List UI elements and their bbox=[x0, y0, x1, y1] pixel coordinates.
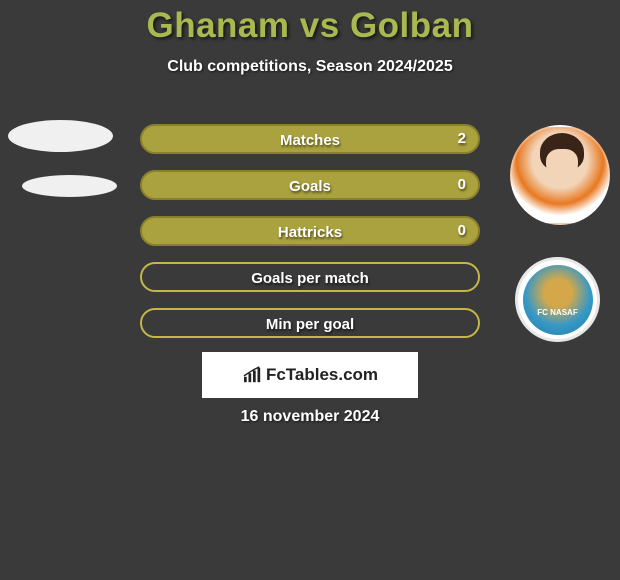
stat-value: 0 bbox=[458, 172, 466, 198]
player2-name: Golban bbox=[350, 6, 474, 45]
stat-label: Goals per match bbox=[251, 264, 369, 294]
branding: FcTables.com bbox=[242, 365, 378, 385]
page-title: Ghanam vs Golban bbox=[0, 0, 620, 46]
stat-label: Matches bbox=[280, 126, 340, 156]
subtitle: Club competitions, Season 2024/2025 bbox=[0, 58, 620, 76]
player1-avatar bbox=[8, 120, 113, 220]
stat-bar-min-per-goal: Min per goal bbox=[140, 308, 480, 338]
avatar-placeholder-shape bbox=[22, 175, 117, 197]
player2-avatar bbox=[510, 125, 610, 225]
date-text: 16 november 2024 bbox=[0, 408, 620, 426]
stat-label: Goals bbox=[289, 172, 331, 202]
stats-list: Matches 2 Goals 0 Hattricks 0 Goals per … bbox=[140, 124, 480, 354]
stat-bar-hattricks: Hattricks 0 bbox=[140, 216, 480, 246]
branding-box[interactable]: FcTables.com bbox=[202, 352, 418, 398]
stat-label: Hattricks bbox=[278, 218, 342, 248]
stat-bar-goals: Goals 0 bbox=[140, 170, 480, 200]
branding-text: FcTables.com bbox=[266, 365, 378, 385]
stat-label: Min per goal bbox=[266, 310, 354, 340]
vs-text: vs bbox=[300, 6, 340, 45]
avatar-placeholder-shape bbox=[8, 120, 113, 152]
comparison-card: Ghanam vs Golban Club competitions, Seas… bbox=[0, 0, 620, 580]
stat-value: 2 bbox=[458, 126, 466, 152]
stat-bar-goals-per-match: Goals per match bbox=[140, 262, 480, 292]
chart-icon bbox=[242, 366, 264, 384]
player2-club-logo: FC NASAF bbox=[515, 257, 600, 342]
player1-name: Ghanam bbox=[146, 6, 289, 45]
club-logo-text: FC NASAF bbox=[537, 308, 577, 317]
stat-value: 0 bbox=[458, 218, 466, 244]
club-logo-inner: FC NASAF bbox=[523, 265, 593, 335]
stat-bar-matches: Matches 2 bbox=[140, 124, 480, 154]
